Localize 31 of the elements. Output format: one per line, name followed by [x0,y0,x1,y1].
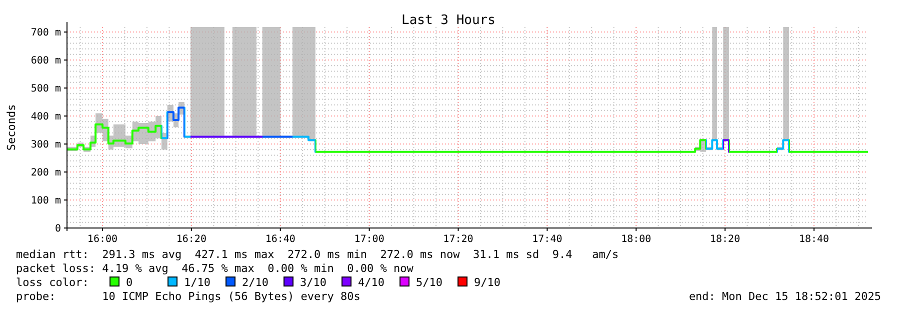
legend-label: 2/10 [242,276,268,289]
x-tick-label: 16:00 [87,234,118,245]
x-tick-label: 17:40 [532,234,562,245]
legend-label: 0 [126,276,133,289]
chart-title: Last 3 Hours [402,13,496,28]
legend-label: 3/10 [300,276,326,289]
y-tick-label: 700 m [30,28,61,39]
legend-label: 5/10 [416,276,442,289]
x-tick-label: 18:00 [621,234,652,245]
legend-label: 9/10 [474,276,500,289]
y-tick-label: 0 [54,224,61,234]
y-tick-label: 600 m [30,56,61,67]
x-tick-label: 16:40 [265,234,296,245]
x-tick-label: 16:20 [176,234,206,245]
text: packet loss: 4.19 % avg 46.75 % max 0.00 % min 0.00 % now [16,262,414,275]
text: end: Mon Dec 15 18:52:01 2025 [688,290,881,303]
text: median rtt: 291.3 ms avg 427.1 ms max 272.0 ms min 272.0 ms now 31.1 ms sd 9.4 am/s [16,248,619,261]
y-tick-label: 500 m [30,84,61,95]
x-tick-label: 18:40 [798,234,830,245]
y-tick-label: 400 m [30,112,61,123]
legend-label: 4/10 [358,276,384,289]
legend-title: loss color: [16,276,89,289]
legend-label: 1/10 [184,276,210,289]
x-tick-label: 17:00 [354,234,384,245]
x-tick-label: 18:20 [710,234,740,245]
y-tick-label: 100 m [30,196,61,207]
y-axis-title: Seconds [5,104,18,151]
text: probe: 10 ICMP Echo Pings (56 Bytes) every 80s [16,290,360,303]
y-tick-label: 300 m [30,140,61,151]
x-tick-label: 17:20 [443,234,474,245]
y-tick-label: 200 m [30,168,61,179]
